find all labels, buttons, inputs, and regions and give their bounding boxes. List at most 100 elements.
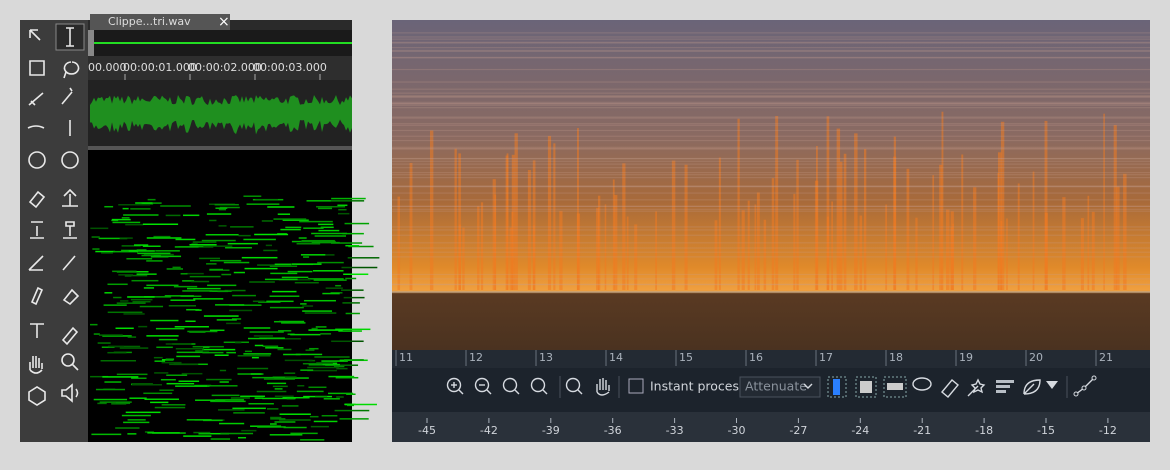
- harmonic: [392, 256, 1150, 258]
- tab-close[interactable]: ×: [218, 14, 230, 30]
- leaf-tool[interactable]: [1023, 379, 1041, 395]
- spectral-line: [132, 300, 151, 303]
- rect-tool[interactable]: [855, 376, 877, 398]
- spectral-line: [215, 304, 245, 306]
- spectral-line: [155, 327, 185, 330]
- spectral-line: [252, 376, 285, 379]
- zoom-tool[interactable]: [530, 377, 548, 395]
- spectral-line: [116, 302, 146, 304]
- harmonic-tool[interactable]: [996, 390, 1006, 393]
- tool-button[interactable]: [29, 29, 41, 41]
- spectral-line: [336, 367, 348, 370]
- tool-button[interactable]: [30, 221, 44, 239]
- tool-button[interactable]: [28, 386, 46, 406]
- transient: [997, 152, 1002, 290]
- tool-button[interactable]: [62, 288, 80, 306]
- tool-button[interactable]: [28, 255, 44, 271]
- spectral-line: [343, 296, 365, 299]
- spectral-line: [308, 329, 343, 331]
- transient: [893, 136, 896, 290]
- tool-button[interactable]: [61, 353, 79, 371]
- tool-button[interactable]: [61, 383, 79, 403]
- spectral-line: [147, 198, 156, 201]
- spectral-line: [161, 361, 182, 364]
- time-label: 00:00:01.000: [123, 61, 197, 74]
- harmonic: [392, 117, 1150, 119]
- transient: [532, 160, 536, 290]
- time-select-tool[interactable]: [827, 376, 847, 398]
- spectral-line: [165, 358, 175, 360]
- tool-button[interactable]: [62, 255, 76, 271]
- spectral-line: [127, 296, 155, 298]
- hand-tool[interactable]: [596, 378, 610, 396]
- harmonic: [392, 199, 1150, 201]
- spectral-line: [150, 401, 169, 404]
- spectral-line: [300, 439, 325, 441]
- rect-fill: [860, 381, 872, 393]
- spectral-line: [315, 326, 327, 328]
- spectral-line: [161, 404, 186, 406]
- spectral-line: [131, 384, 163, 386]
- spectral-line: [166, 374, 188, 376]
- spectral-line: [214, 354, 229, 357]
- spectral-line: [175, 238, 196, 241]
- zoom-tool[interactable]: [446, 377, 464, 395]
- checkbox[interactable]: [628, 378, 644, 394]
- harmonic-tool[interactable]: [996, 380, 1014, 383]
- tool-button[interactable]: [61, 87, 73, 105]
- tool-button[interactable]: [62, 188, 78, 207]
- transient: [831, 201, 833, 290]
- spectral-line: [348, 245, 374, 248]
- harmonic-tool[interactable]: [996, 385, 1010, 388]
- tool-button[interactable]: [29, 356, 43, 374]
- spectral-line: [263, 378, 295, 380]
- spectral-line: [165, 343, 192, 345]
- spectral-line: [227, 242, 258, 245]
- freq-tool[interactable]: [883, 376, 907, 398]
- tool-button[interactable]: [30, 323, 44, 338]
- spectral-line: [119, 347, 149, 349]
- spectral-line: [143, 392, 173, 395]
- spectral-line: [317, 207, 333, 210]
- overview-handle[interactable]: [88, 30, 94, 56]
- tool-button[interactable]: [27, 125, 45, 129]
- spectral-line: [303, 227, 324, 229]
- spectral-line: [232, 294, 256, 297]
- level-label: -12: [1099, 424, 1117, 437]
- spectral-line: [90, 323, 98, 326]
- brush-tool[interactable]: [941, 379, 959, 398]
- tool-button[interactable]: [29, 60, 45, 76]
- spectral-line: [146, 260, 163, 262]
- spectral-line: [189, 244, 217, 246]
- tool-button[interactable]: [66, 27, 74, 47]
- zoom-tool[interactable]: [565, 377, 583, 395]
- tool-button[interactable]: [28, 92, 44, 106]
- spectral-line: [280, 228, 301, 231]
- mode-select[interactable]: [739, 376, 821, 398]
- zoom-tool[interactable]: [502, 377, 520, 395]
- spectral-line: [330, 200, 365, 202]
- zoom-tool[interactable]: [474, 377, 492, 395]
- tool-button[interactable]: [30, 286, 44, 306]
- spectral-line: [206, 213, 232, 215]
- spectral-line: [304, 312, 337, 314]
- spectral-line: [92, 248, 100, 250]
- lasso-tool[interactable]: [912, 377, 932, 391]
- transient: [741, 210, 745, 290]
- spectral-line: [313, 420, 338, 423]
- file-tab[interactable]: [90, 14, 230, 30]
- spectral-line: [233, 412, 265, 414]
- tool-button[interactable]: [63, 61, 80, 79]
- tool-button[interactable]: [63, 221, 77, 239]
- tool-button[interactable]: [61, 151, 79, 169]
- wand-tool[interactable]: [967, 378, 986, 397]
- tool-button[interactable]: [61, 326, 79, 346]
- spectral-line: [120, 300, 129, 302]
- dropdown-arrow[interactable]: [1046, 381, 1058, 389]
- tool-button[interactable]: [28, 190, 46, 209]
- spectral-line: [146, 284, 179, 287]
- spectral-line: [119, 237, 133, 239]
- spectral-line: [238, 436, 247, 439]
- spectral-line: [104, 205, 114, 208]
- tool-button[interactable]: [28, 151, 46, 169]
